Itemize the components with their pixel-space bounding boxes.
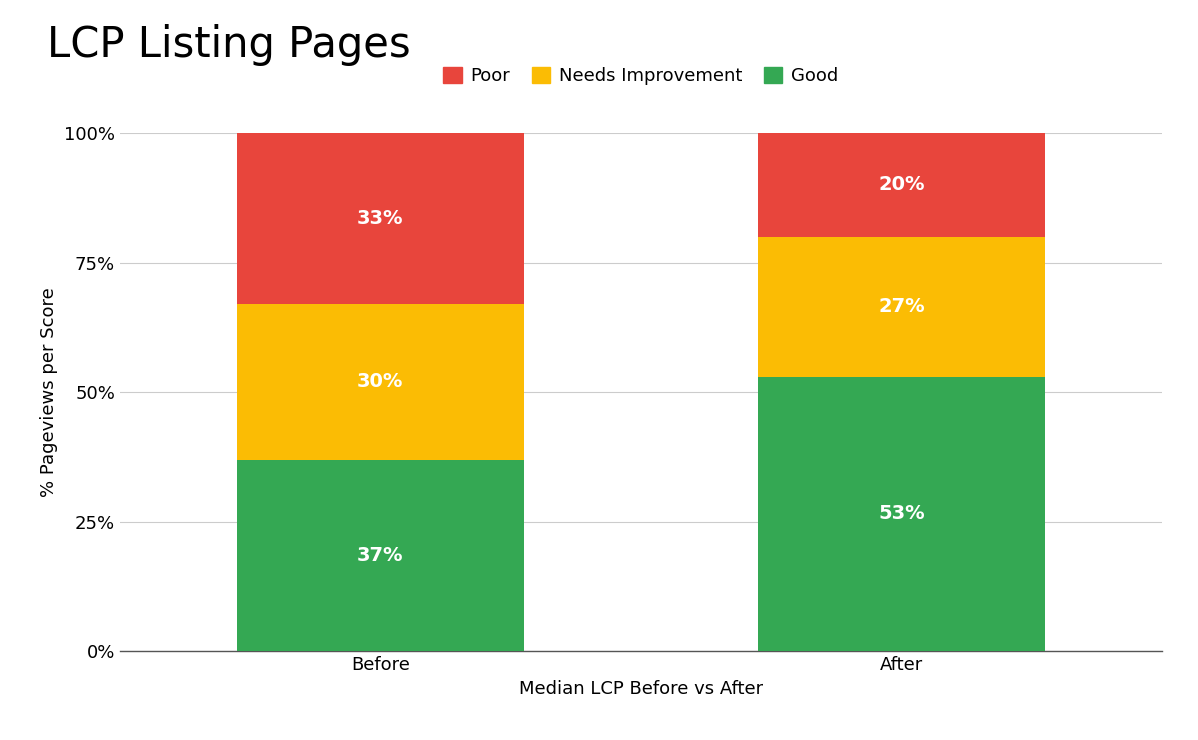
Bar — [758, 377, 1045, 651]
Legend: Poor, Needs Improvement, Good: Poor, Needs Improvement, Good — [436, 59, 846, 92]
Text: 27%: 27% — [878, 297, 925, 316]
Bar — [758, 237, 1045, 377]
Bar — [237, 304, 524, 460]
X-axis label: Median LCP Before vs After: Median LCP Before vs After — [519, 679, 763, 698]
Text: LCP Listing Pages: LCP Listing Pages — [47, 24, 411, 66]
Text: 20%: 20% — [878, 175, 925, 195]
Text: 53%: 53% — [878, 505, 925, 523]
Bar — [237, 460, 524, 651]
Text: 37%: 37% — [357, 546, 404, 565]
Text: 30%: 30% — [357, 372, 404, 391]
Bar — [237, 133, 524, 304]
Text: 33%: 33% — [357, 209, 404, 228]
Bar — [758, 133, 1045, 237]
Y-axis label: % Pageviews per Score: % Pageviews per Score — [41, 287, 59, 497]
